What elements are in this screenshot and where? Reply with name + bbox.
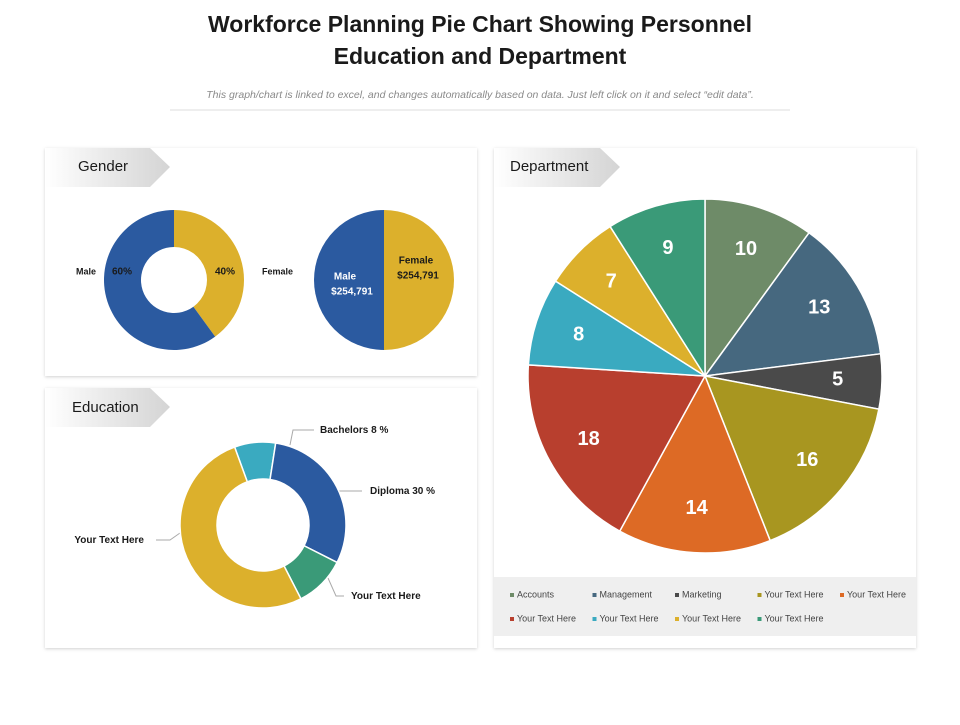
legend-swatch bbox=[840, 593, 844, 597]
data-label: 5 bbox=[832, 368, 843, 390]
legend-swatch bbox=[675, 593, 679, 597]
tab bbox=[45, 148, 170, 187]
legend-label: Your Text Here bbox=[600, 613, 659, 623]
legend-swatch bbox=[592, 593, 597, 597]
category-label: Female bbox=[262, 266, 293, 276]
slice bbox=[527, 280, 706, 377]
legend-swatch bbox=[757, 617, 762, 621]
category-label: Male bbox=[76, 266, 96, 276]
data-label: 8 % bbox=[371, 425, 388, 436]
category-label: Bachelors 8 % bbox=[320, 425, 388, 436]
legend-swatch bbox=[675, 617, 679, 621]
slice bbox=[104, 210, 216, 350]
data-label: 9 bbox=[662, 237, 673, 259]
data-label: $254,791 bbox=[397, 271, 439, 282]
category-label: Male bbox=[334, 272, 357, 283]
category-name: Your Text Here bbox=[74, 535, 144, 546]
legend-swatch bbox=[592, 617, 597, 621]
data-label: 8 bbox=[573, 323, 584, 345]
title: Workforce Planning Pie Chart Showing Per… bbox=[208, 11, 752, 37]
legend-label: Your Text Here bbox=[765, 589, 824, 599]
legend-swatch bbox=[757, 593, 762, 597]
slice bbox=[314, 210, 384, 350]
category-name: Bachelors bbox=[320, 425, 369, 436]
category-label: Diploma 30 % bbox=[370, 486, 435, 497]
legend-label: Your Text Here bbox=[682, 613, 741, 623]
tab bbox=[494, 148, 620, 187]
data-label: 10 bbox=[735, 238, 757, 260]
slice bbox=[174, 210, 244, 337]
legend-label: Your Text Here bbox=[847, 589, 906, 599]
category-label: Your Text Here bbox=[351, 591, 421, 602]
title: Education and Department bbox=[334, 43, 627, 69]
subtitle: This graph/chart is linked to excel, and… bbox=[206, 89, 753, 101]
category-label: Female bbox=[399, 256, 434, 267]
slice bbox=[703, 231, 882, 377]
category-name: Your Text Here bbox=[351, 591, 421, 602]
data-label: 14 bbox=[686, 497, 709, 519]
legend-swatch bbox=[510, 593, 514, 597]
data-label: 7 bbox=[606, 270, 617, 292]
slice bbox=[527, 364, 707, 533]
data-label: 16 bbox=[796, 449, 818, 471]
tab bbox=[45, 388, 170, 427]
leaders bbox=[156, 429, 362, 597]
data-label: $254,791 bbox=[331, 287, 373, 298]
panel-title: Education bbox=[72, 399, 139, 416]
legend-label: Management bbox=[600, 589, 653, 599]
slice bbox=[609, 198, 706, 379]
data-label: 18 bbox=[578, 428, 600, 450]
legend-label: Marketing bbox=[682, 589, 722, 599]
slice bbox=[179, 446, 302, 609]
slice bbox=[618, 374, 772, 554]
slice bbox=[384, 210, 454, 350]
data-label: 40% bbox=[215, 267, 235, 278]
slice bbox=[703, 375, 880, 542]
data-label: 13 bbox=[808, 297, 830, 319]
data-label: 60% bbox=[112, 267, 132, 278]
category-label: Your Text Here bbox=[74, 535, 144, 546]
data-label: 30 % bbox=[412, 486, 435, 497]
panel-title: Department bbox=[510, 158, 589, 175]
legend-area bbox=[494, 577, 916, 636]
category-name: Diploma bbox=[370, 486, 410, 497]
legend-label: Your Text Here bbox=[765, 613, 824, 623]
panel-title: Gender bbox=[78, 158, 128, 175]
legend-swatch bbox=[510, 617, 514, 621]
slice bbox=[269, 442, 347, 564]
legend-label: Accounts bbox=[517, 589, 555, 599]
legend-label: Your Text Here bbox=[517, 613, 576, 623]
slice bbox=[704, 198, 811, 379]
